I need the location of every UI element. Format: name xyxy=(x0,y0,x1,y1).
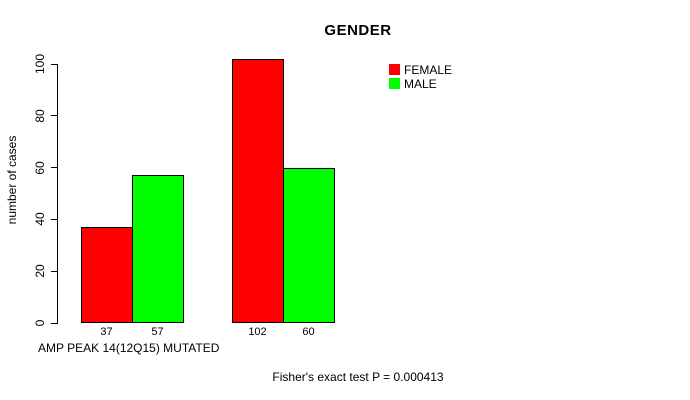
y-tick-mark xyxy=(51,115,58,117)
y-tick-mark xyxy=(51,322,58,324)
bar-value-label: 102 xyxy=(248,326,267,338)
y-tick-label: 100 xyxy=(33,53,47,75)
y-tick-label: 40 xyxy=(33,212,47,227)
legend-label: MALE xyxy=(404,76,437,91)
y-axis-label: number of cases xyxy=(5,135,19,225)
bar-value-label: 60 xyxy=(302,326,315,338)
y-tick-mark xyxy=(51,167,58,169)
legend-item-male: MALE xyxy=(389,76,452,91)
bar-value-label: 57 xyxy=(151,326,164,338)
bar-value-label: 37 xyxy=(100,326,113,338)
y-tick-mark xyxy=(51,270,58,272)
chart-title: GENDER xyxy=(324,22,392,39)
legend-swatch-female xyxy=(389,64,400,75)
y-tick-label: 20 xyxy=(33,264,47,278)
y-tick-mark xyxy=(51,218,58,220)
y-tick-label: 0 xyxy=(33,319,47,327)
legend-item-female: FEMALE xyxy=(389,62,453,77)
bar-male-group-1 xyxy=(132,175,184,323)
legend-swatch-male xyxy=(389,78,400,89)
legend: FEMALE MALE xyxy=(389,63,452,91)
legend-label: FEMALE xyxy=(404,62,453,77)
bar-female-group-1 xyxy=(81,227,133,323)
y-tick-mark xyxy=(51,63,58,65)
y-tick-label: 60 xyxy=(33,160,47,175)
bar-male-group-2 xyxy=(283,168,335,323)
y-axis-line xyxy=(57,64,58,323)
bar-female-group-2 xyxy=(232,59,284,323)
stat-test-footnote: Fisher's exact test P = 0.000413 xyxy=(272,370,444,384)
y-tick-label: 80 xyxy=(33,109,47,123)
x-axis-label: AMP PEAK 14(12Q15) MUTATED xyxy=(38,341,220,355)
